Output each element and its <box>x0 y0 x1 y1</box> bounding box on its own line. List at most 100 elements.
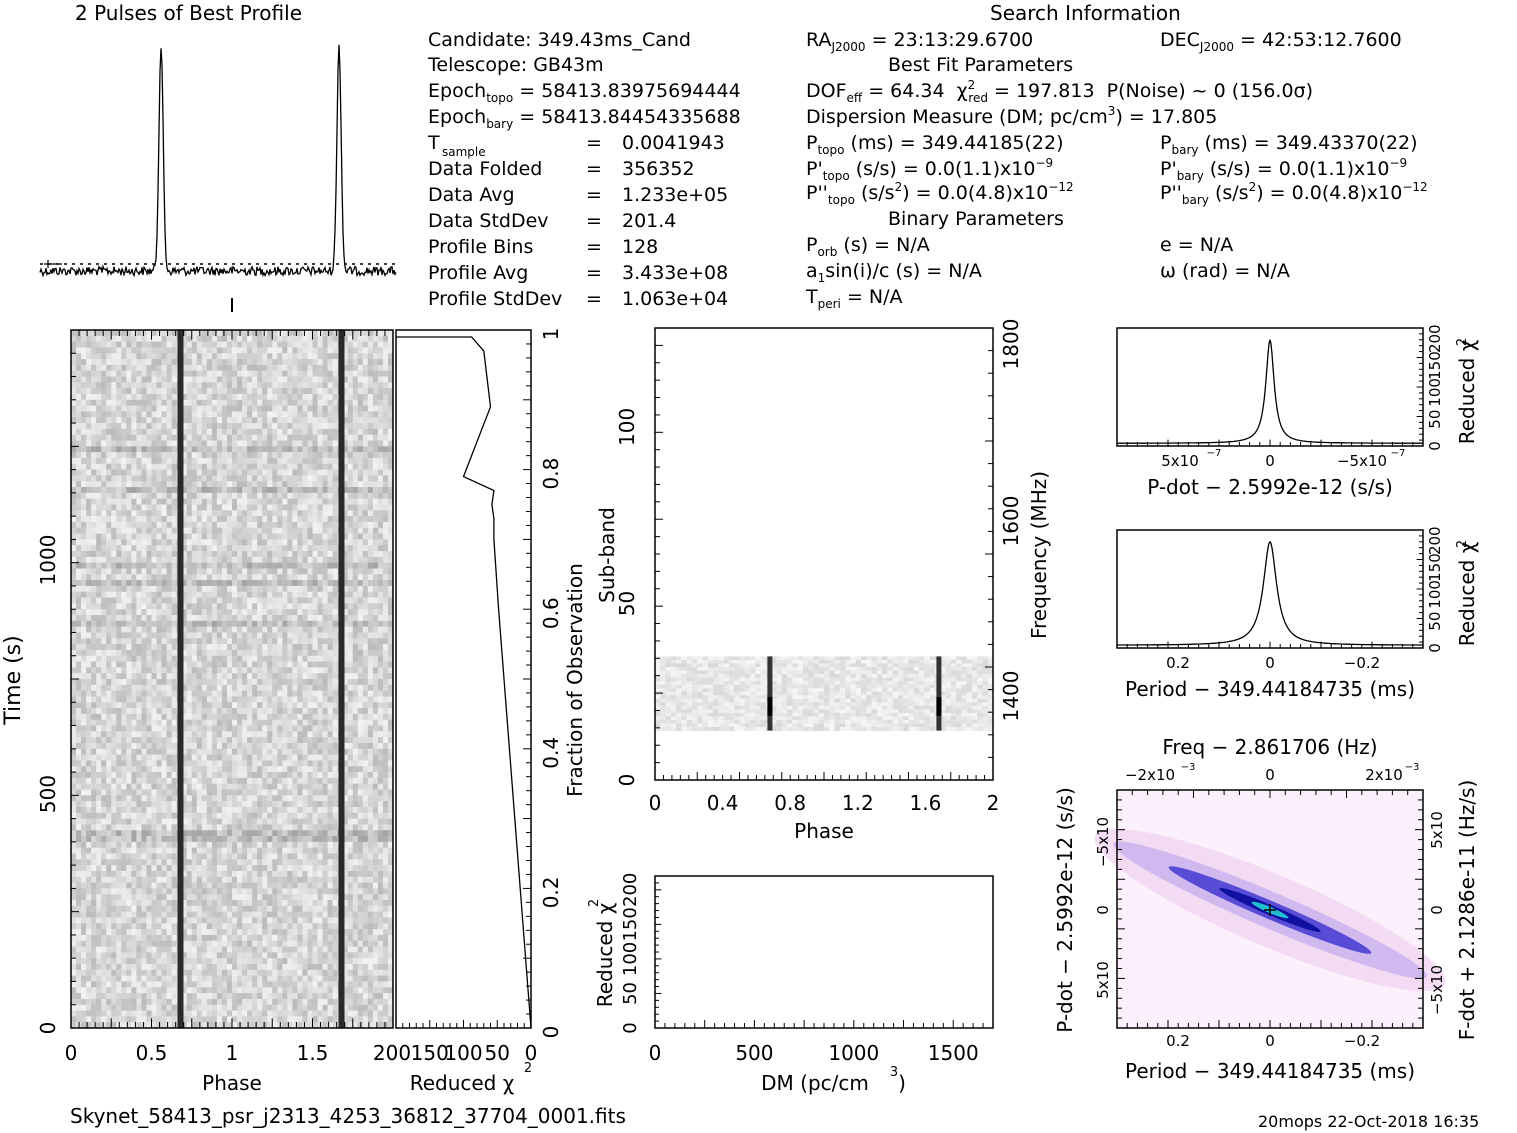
heatmap-cell <box>126 330 132 337</box>
heatmap-cell <box>171 341 178 348</box>
heatmap-cell <box>242 551 248 558</box>
heatmap-cell <box>277 737 283 744</box>
heatmap-cell <box>352 719 359 726</box>
heatmap-cell <box>387 655 394 662</box>
heatmap-cell <box>101 644 107 651</box>
heatmap-cell <box>141 516 147 523</box>
heatmap-cell <box>91 708 97 715</box>
heatmap-cell <box>96 731 102 738</box>
heatmap-cell <box>387 615 394 622</box>
heatmap-cell <box>327 510 334 517</box>
heatmap-cell <box>146 713 152 721</box>
heatmap-cell <box>242 696 248 703</box>
heatmap-cell <box>267 353 273 360</box>
heatmap-cell <box>372 370 379 377</box>
heatmap-cell <box>277 399 283 407</box>
heatmap-cell <box>352 609 359 616</box>
heatmap-cell <box>357 748 364 756</box>
heatmap-cell <box>191 457 198 465</box>
heatmap-cell <box>272 644 278 651</box>
heatmap-cell <box>221 417 228 424</box>
heatmap-cell <box>96 673 102 680</box>
heatmap-cell <box>211 760 218 767</box>
heatmap-cell <box>91 731 97 738</box>
heatmap-cell <box>262 620 268 628</box>
heatmap-cell <box>181 475 188 482</box>
heatmap-cell <box>156 603 162 610</box>
heatmap-cell <box>76 382 82 389</box>
heatmap-cell <box>86 591 92 598</box>
heatmap-cell <box>151 568 157 575</box>
heatmap-cell <box>362 417 369 424</box>
heatmap-cell <box>327 452 334 459</box>
heatmap-cell <box>252 626 258 633</box>
heatmap-cell <box>267 615 273 622</box>
heatmap-cell <box>211 597 218 604</box>
heatmap-cell <box>141 364 147 372</box>
heatmap-cell <box>232 388 238 395</box>
heatmap-cell <box>297 481 303 488</box>
heatmap-cell <box>252 719 258 726</box>
heatmap-cell <box>262 766 268 773</box>
heatmap-cell <box>232 469 238 476</box>
heatmap-cell <box>86 330 92 337</box>
heatmap-cell <box>146 510 152 517</box>
heatmap-cell <box>277 696 283 703</box>
heatmap-cell <box>156 655 162 662</box>
heatmap-cell <box>292 742 298 750</box>
heatmap-cell <box>342 760 349 767</box>
heatmap-cell <box>71 510 77 517</box>
heatmap-cell <box>332 539 339 546</box>
heatmap-cell <box>317 446 323 453</box>
heatmap-cell <box>151 603 157 610</box>
heatmap-cell <box>196 411 203 418</box>
heatmap-cell <box>186 684 193 692</box>
heatmap-cell <box>136 411 142 418</box>
heatmap-cell <box>262 516 268 523</box>
heatmap-cell <box>206 481 213 488</box>
heatmap-cell <box>106 620 112 628</box>
heatmap-cell <box>86 428 92 436</box>
heatmap-cell <box>267 742 273 750</box>
heatmap-cell <box>242 632 248 639</box>
heatmap-cell <box>312 690 318 697</box>
heatmap-cell <box>156 353 162 360</box>
heatmap-cell <box>121 510 127 517</box>
heatmap-cell <box>136 440 142 447</box>
heatmap-cell <box>136 434 142 441</box>
heatmap-cell <box>247 341 253 348</box>
heatmap-cell <box>206 440 213 447</box>
heatmap-cell <box>272 440 278 447</box>
heatmap-cell <box>116 475 122 482</box>
heatmap-cell <box>277 527 283 534</box>
heatmap-cell <box>91 521 97 529</box>
heatmap-cell <box>297 527 303 534</box>
heatmap-cell <box>126 551 132 558</box>
heatmap-cell <box>226 370 233 377</box>
heatmap-cell <box>101 533 107 540</box>
heatmap-cell <box>71 434 77 441</box>
heatmap-cell <box>91 655 97 662</box>
heatmap-cell <box>201 731 208 738</box>
heatmap-cell <box>201 510 208 517</box>
heatmap-cell <box>332 521 339 529</box>
heatmap-cell <box>312 760 318 767</box>
heatmap-cell <box>297 359 303 366</box>
heatmap-cell <box>382 702 389 709</box>
heatmap-cell <box>216 580 223 587</box>
heatmap-cell <box>131 696 137 703</box>
heatmap-cell <box>232 347 238 354</box>
heatmap-cell <box>186 457 193 465</box>
heatmap-cell <box>262 382 268 389</box>
heatmap-cell <box>101 446 107 453</box>
heatmap-cell <box>317 673 323 680</box>
heatmap-cell <box>232 539 238 546</box>
heatmap-cell <box>101 521 107 529</box>
heatmap-cell <box>342 376 349 383</box>
heatmap-cell <box>247 655 253 662</box>
heatmap-cell <box>146 725 152 732</box>
heatmap-cell <box>377 574 384 581</box>
heatmap-cell <box>171 417 178 424</box>
heatmap-cell <box>322 475 328 482</box>
heatmap-cell <box>101 719 107 726</box>
